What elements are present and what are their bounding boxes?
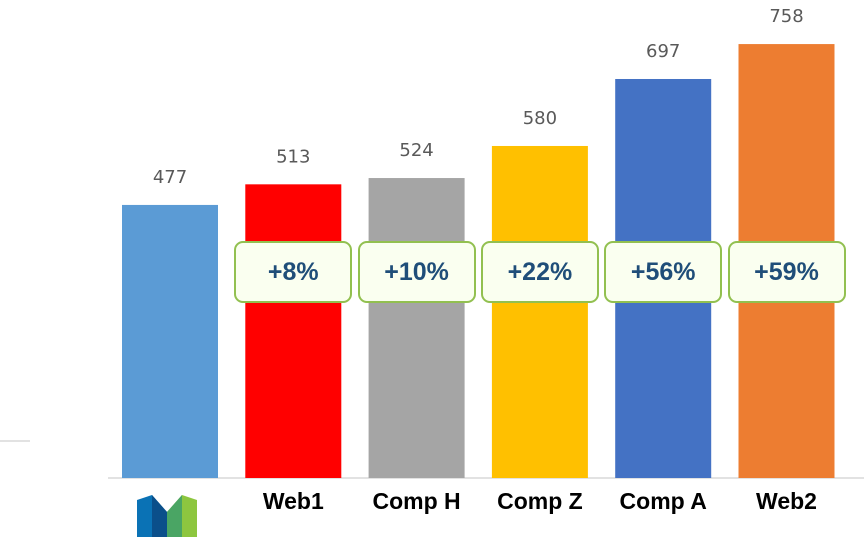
bar	[368, 178, 465, 478]
value-label: 524	[399, 140, 433, 161]
bar	[122, 204, 218, 479]
growth-badge: +59%	[727, 241, 846, 303]
value-label: 697	[646, 41, 680, 62]
x-tick-label: Comp A	[619, 488, 707, 514]
bar	[491, 145, 588, 478]
growth-badge: +56%	[604, 241, 723, 303]
bar	[245, 184, 342, 478]
value-label: 513	[276, 146, 310, 167]
value-label: 580	[523, 108, 557, 129]
logo	[137, 495, 197, 537]
x-tick-label: Comp H	[372, 488, 461, 514]
value-label: 477	[153, 167, 187, 188]
growth-badge: +22%	[480, 241, 599, 303]
value-label: 758	[769, 6, 803, 27]
x-tick-label: Web1	[262, 488, 324, 514]
growth-badge: +10%	[357, 241, 476, 303]
x-tick-label: Comp Z	[497, 488, 583, 514]
x-tick-label: Web2	[756, 488, 817, 514]
growth-badge: +8%	[234, 241, 353, 303]
